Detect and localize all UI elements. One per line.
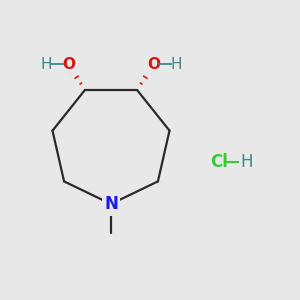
Text: O: O	[147, 57, 160, 72]
Text: N: N	[104, 195, 118, 213]
Text: H: H	[170, 57, 182, 72]
Text: O: O	[62, 57, 75, 72]
Text: H: H	[40, 57, 52, 72]
Text: H: H	[240, 153, 253, 171]
Text: Cl: Cl	[210, 153, 228, 171]
